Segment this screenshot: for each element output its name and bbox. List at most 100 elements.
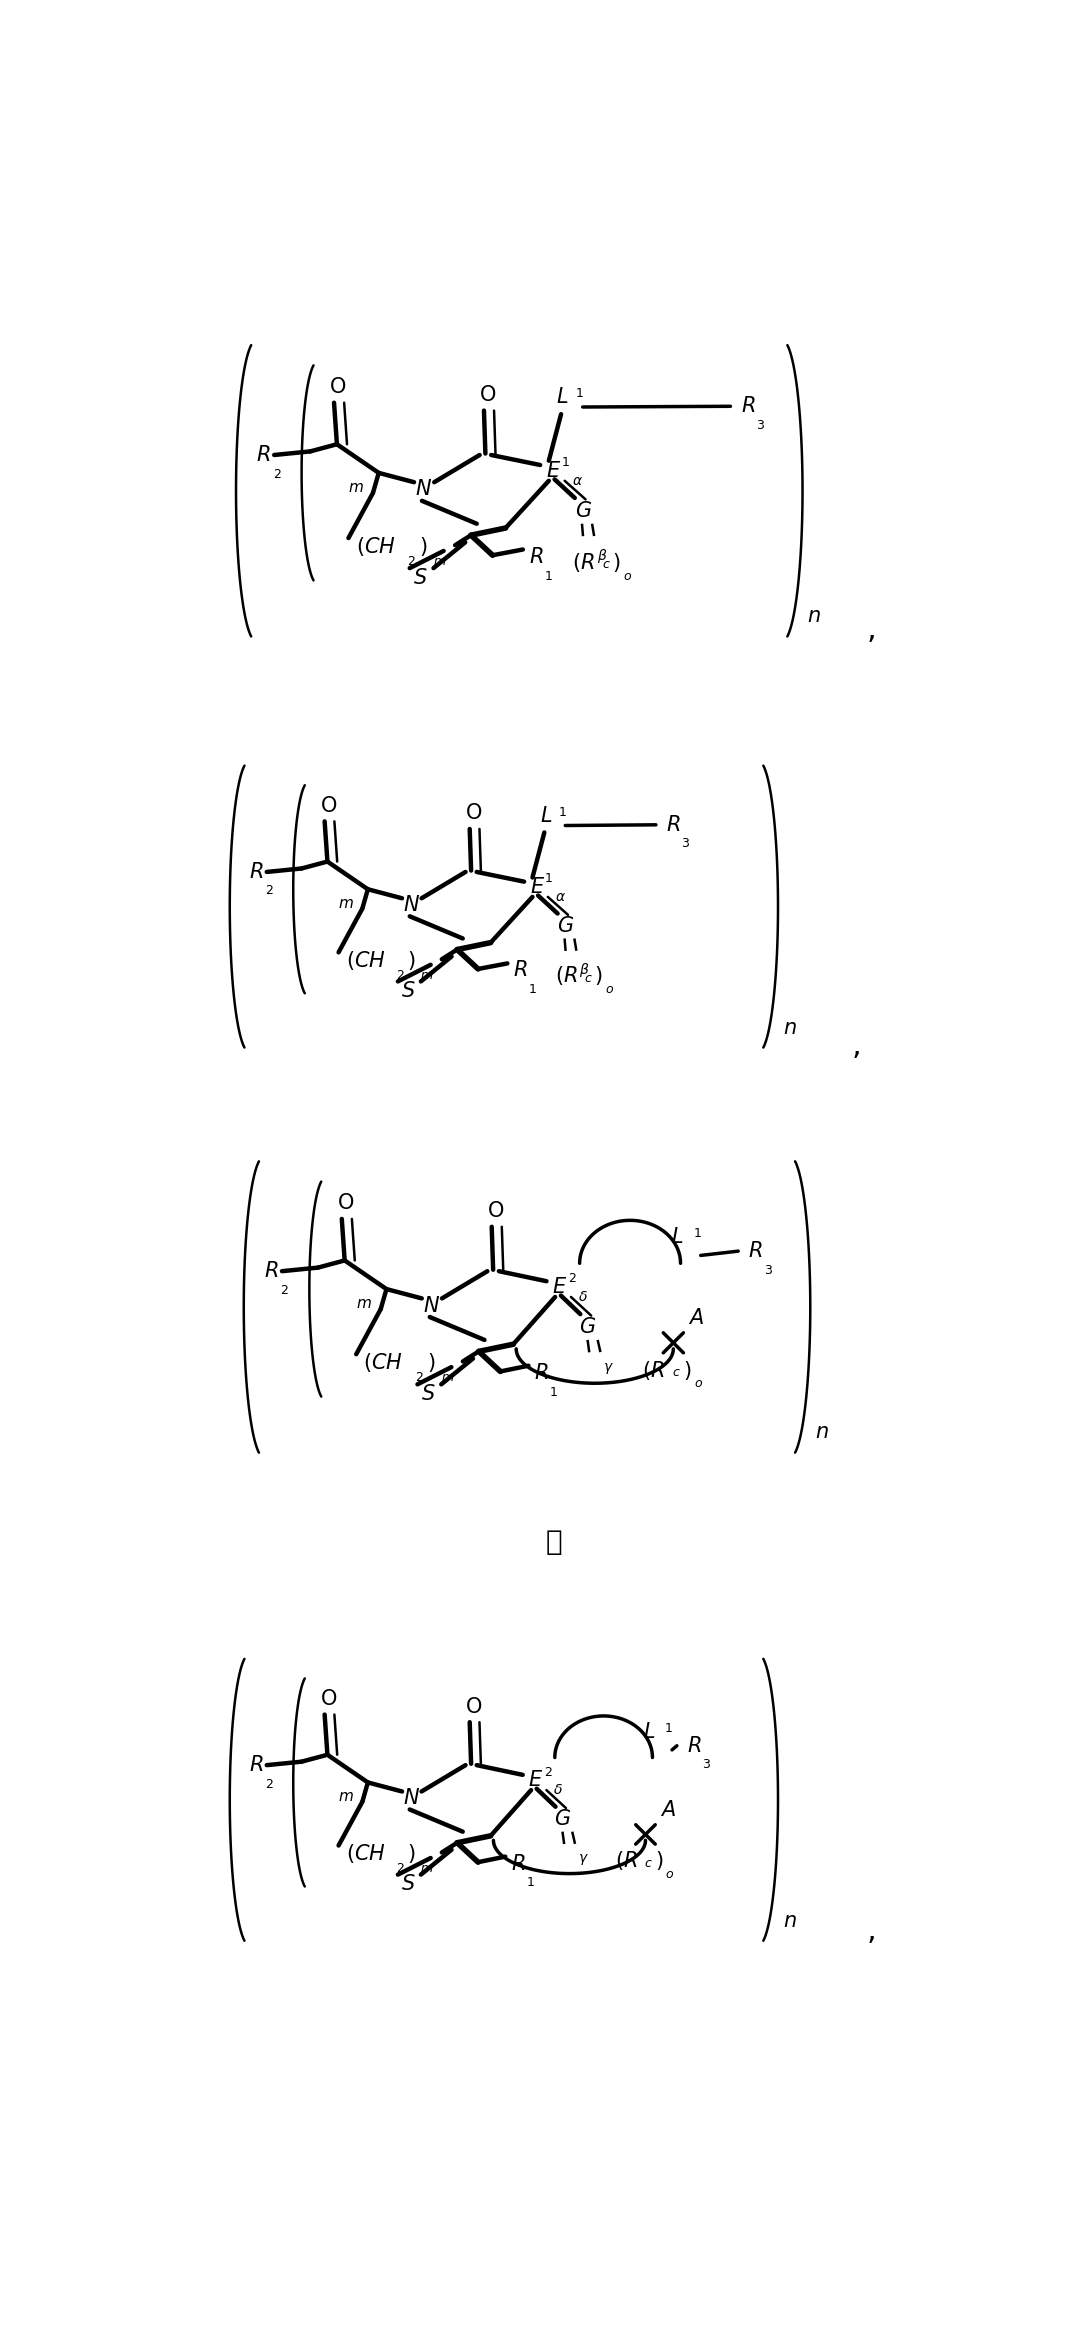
Text: O: O (466, 804, 482, 823)
Text: $)$: $)$ (654, 1850, 663, 1871)
Text: O: O (480, 386, 496, 404)
Text: c: c (673, 1366, 679, 1378)
Text: 2: 2 (280, 1284, 288, 1298)
Text: 3: 3 (756, 418, 765, 433)
Text: o: o (666, 1867, 674, 1881)
Text: A: A (661, 1801, 675, 1820)
Text: $(R$: $(R$ (642, 1359, 665, 1382)
Text: c: c (584, 971, 591, 985)
Text: O: O (321, 1688, 337, 1709)
Text: 或: 或 (546, 1528, 562, 1556)
Text: n: n (808, 607, 821, 625)
Text: $R$: $R$ (534, 1364, 549, 1382)
Text: N: N (403, 1789, 419, 1808)
Text: 1: 1 (545, 872, 553, 886)
Text: $)$: $)$ (419, 536, 428, 557)
Text: $\gamma$: $\gamma$ (603, 1361, 614, 1375)
Text: $R$: $R$ (687, 1735, 701, 1756)
Text: $)$: $)$ (427, 1352, 435, 1375)
Text: $R$: $R$ (529, 548, 544, 567)
Text: $\beta$: $\beta$ (597, 548, 608, 564)
Text: $R$: $R$ (748, 1241, 762, 1260)
Text: 1: 1 (665, 1721, 673, 1735)
Text: m: m (441, 1371, 454, 1385)
Text: $R$: $R$ (249, 863, 263, 882)
Text: $\delta$: $\delta$ (553, 1782, 563, 1796)
Text: 1: 1 (526, 1876, 534, 1888)
Text: $(CH$: $(CH$ (345, 950, 386, 973)
Text: $(R$: $(R$ (554, 964, 577, 987)
Text: m: m (349, 480, 363, 494)
Text: $L$: $L$ (670, 1227, 683, 1246)
Text: n: n (783, 1911, 796, 1930)
Text: G: G (575, 501, 590, 522)
Text: G: G (558, 917, 573, 936)
Text: $\alpha$: $\alpha$ (572, 473, 583, 487)
Text: $L$: $L$ (557, 388, 569, 407)
Text: $(CH$: $(CH$ (364, 1352, 403, 1375)
Text: O: O (330, 376, 347, 397)
Text: $E$: $E$ (529, 1770, 544, 1791)
Text: S: S (402, 980, 415, 1002)
Text: A: A (689, 1307, 704, 1328)
Text: 3: 3 (702, 1759, 709, 1770)
Text: $(CH$: $(CH$ (355, 536, 395, 557)
Text: $R$: $R$ (264, 1260, 278, 1281)
Text: m: m (433, 555, 445, 569)
Text: $(R$: $(R$ (572, 550, 595, 574)
Text: $R$: $R$ (741, 397, 755, 416)
Text: $\alpha$: $\alpha$ (554, 891, 565, 903)
Text: $R$: $R$ (249, 1756, 263, 1775)
Text: n: n (815, 1422, 828, 1441)
Text: G: G (579, 1317, 596, 1338)
Text: 1: 1 (559, 806, 566, 818)
Text: 2: 2 (395, 1862, 404, 1876)
Text: $E$: $E$ (552, 1277, 567, 1298)
Text: o: o (624, 569, 631, 583)
Text: 1: 1 (550, 1385, 558, 1399)
Text: $)$: $)$ (407, 1843, 415, 1864)
Text: $(CH$: $(CH$ (345, 1843, 386, 1864)
Text: 2: 2 (265, 884, 273, 898)
Text: $L$: $L$ (643, 1721, 655, 1742)
Text: $)$: $)$ (682, 1359, 691, 1382)
Text: 1: 1 (529, 983, 536, 997)
Text: n: n (783, 1018, 796, 1037)
Text: 2: 2 (415, 1371, 423, 1385)
Text: $\delta$: $\delta$ (578, 1291, 588, 1305)
Text: ,: , (851, 1030, 861, 1060)
Text: c: c (602, 557, 609, 571)
Text: 2: 2 (395, 969, 404, 983)
Text: m: m (339, 896, 353, 910)
Text: $R$: $R$ (511, 1853, 525, 1874)
Text: 2: 2 (569, 1272, 576, 1286)
Text: 2: 2 (544, 1766, 551, 1780)
Text: $R$: $R$ (513, 959, 527, 980)
Text: 1: 1 (545, 569, 552, 583)
Text: $L$: $L$ (539, 806, 552, 825)
Text: S: S (402, 1874, 415, 1895)
Text: 3: 3 (765, 1265, 772, 1277)
Text: $E$: $E$ (546, 461, 561, 480)
Text: $)$: $)$ (612, 550, 621, 574)
Text: $R$: $R$ (666, 816, 680, 835)
Text: o: o (694, 1378, 702, 1389)
Text: $E$: $E$ (530, 877, 545, 898)
Text: 1: 1 (562, 456, 570, 468)
Text: O: O (487, 1201, 505, 1220)
Text: N: N (403, 896, 419, 915)
Text: ,: , (866, 1916, 876, 1944)
Text: m: m (421, 1862, 433, 1876)
Text: 2: 2 (407, 555, 416, 569)
Text: $\gamma$: $\gamma$ (578, 1853, 589, 1867)
Text: o: o (605, 983, 613, 997)
Text: $)$: $)$ (407, 950, 415, 973)
Text: S: S (414, 569, 427, 588)
Text: O: O (321, 795, 337, 816)
Text: 2: 2 (273, 468, 280, 482)
Text: G: G (554, 1810, 571, 1829)
Text: S: S (421, 1385, 435, 1404)
Text: 1: 1 (575, 388, 584, 400)
Text: 1: 1 (693, 1227, 702, 1239)
Text: $(R$: $(R$ (615, 1850, 638, 1871)
